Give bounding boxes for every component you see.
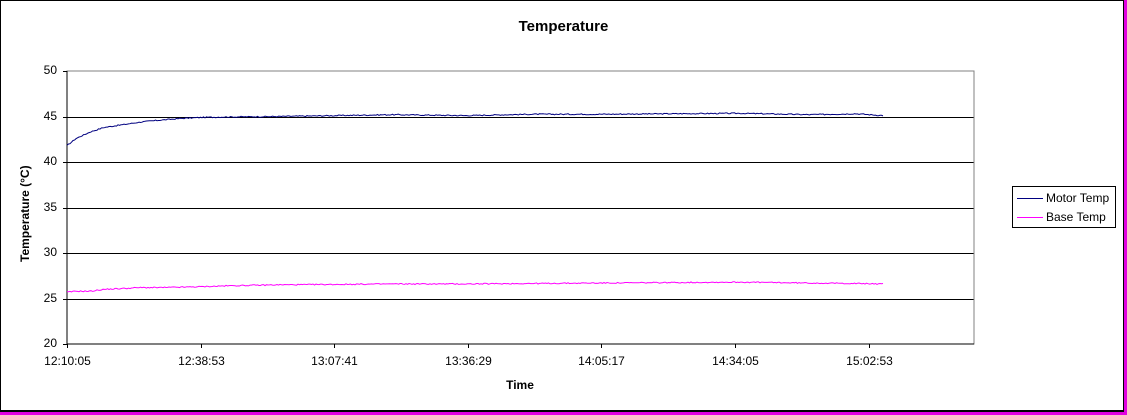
y-tick-label: 20 <box>43 336 57 350</box>
y-tick-label: 35 <box>43 199 57 214</box>
frame-shadow-right <box>1124 0 1127 415</box>
x-tick-label: 13:07:41 <box>311 354 358 368</box>
x-tick-label: 13:36:29 <box>445 354 492 368</box>
x-tick-label: 14:34:05 <box>712 354 759 368</box>
x-tick-label: 15:02:53 <box>846 354 893 368</box>
y-tick-label: 40 <box>43 154 57 168</box>
y-tick-label: 30 <box>43 245 57 259</box>
y-tick-label: 45 <box>43 108 57 123</box>
axis-ticks <box>63 71 870 348</box>
legend-item-motor-temp: Motor Temp <box>1017 190 1109 206</box>
chart-title: Temperature <box>518 18 609 35</box>
legend-label-motor: Motor Temp <box>1046 191 1110 205</box>
legend: Motor Temp Base Temp <box>1012 186 1116 228</box>
legend-swatch-base-icon <box>1017 216 1043 218</box>
x-tick-label: 14:05:17 <box>578 354 625 368</box>
legend-swatch-motor-icon <box>1017 197 1043 199</box>
x-tick-label: 12:10:05 <box>44 354 91 368</box>
x-tick-label: 12:38:53 <box>178 354 225 368</box>
series-motor-temp <box>66 112 884 146</box>
plot-border <box>66 70 975 345</box>
x-axis-label: Time <box>506 378 534 392</box>
series-base-temp <box>66 281 884 293</box>
y-tick-label: 50 <box>43 63 57 77</box>
legend-item-base-temp: Base Temp <box>1017 209 1106 225</box>
frame-shadow-bottom <box>0 411 1127 415</box>
gridlines <box>67 117 974 300</box>
legend-label-base: Base Temp <box>1046 210 1106 224</box>
y-tick-label: 25 <box>43 290 57 305</box>
